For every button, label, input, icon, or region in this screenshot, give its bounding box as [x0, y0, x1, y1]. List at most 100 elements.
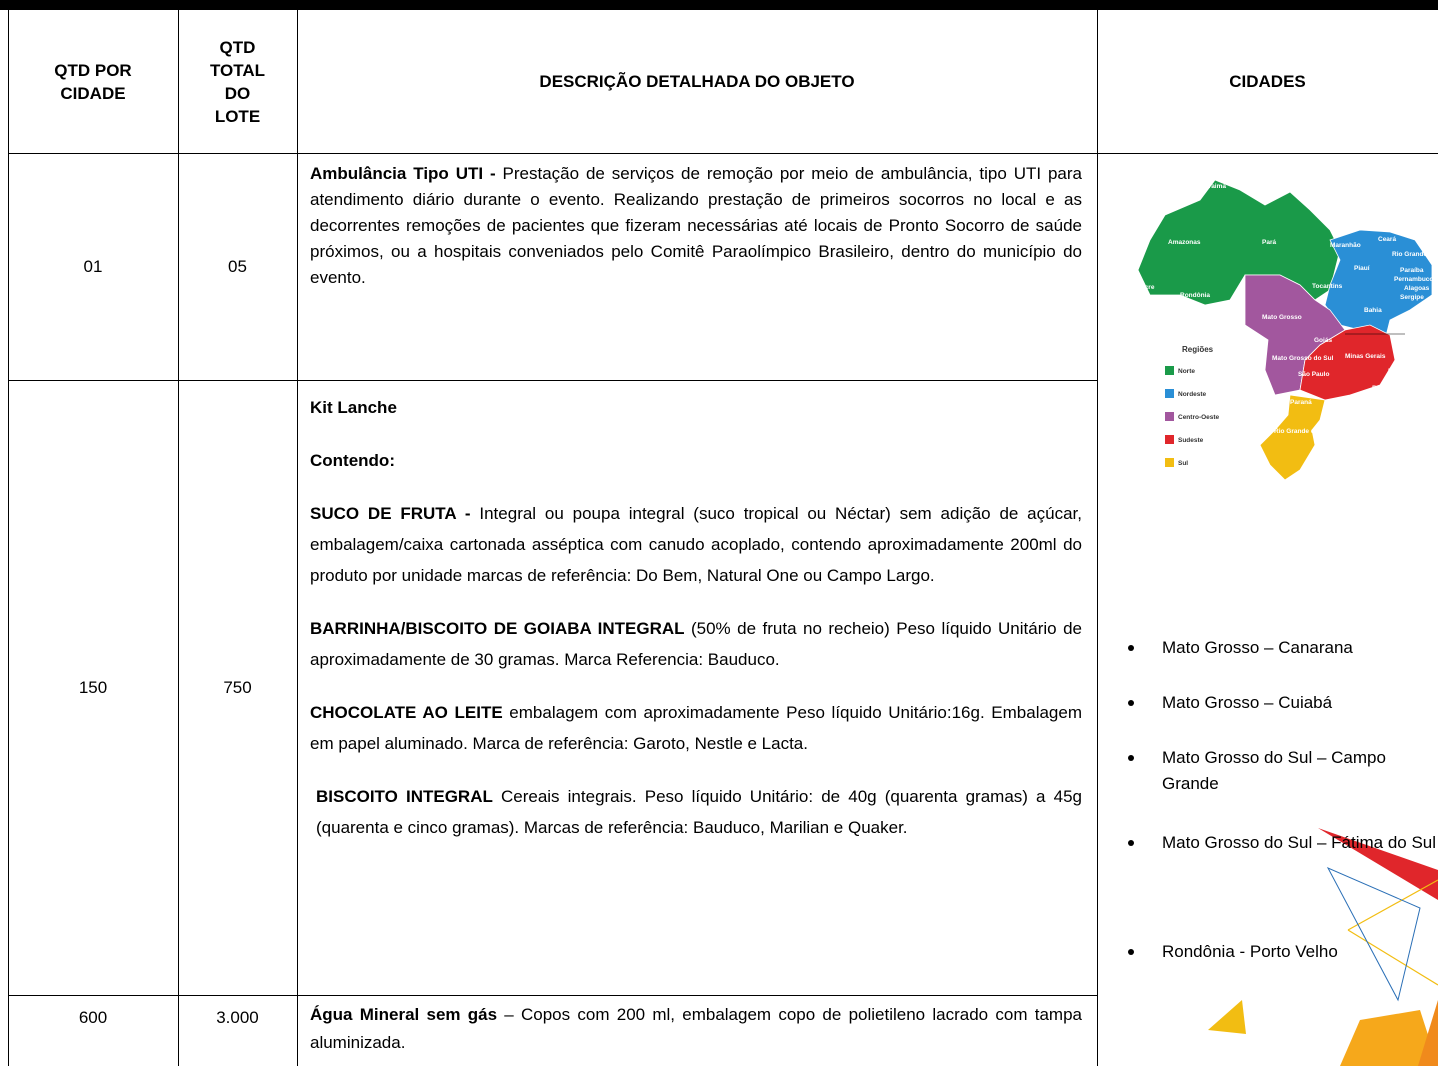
table-border: [8, 995, 1098, 996]
description-paragraph: BARRINHA/BISCOITO DE GOIABA INTEGRAL (50…: [310, 613, 1082, 675]
legend-swatch: [1165, 366, 1174, 375]
quantity-cell: 150: [78, 677, 108, 697]
bold-text: Água Mineral sem gás: [310, 1005, 498, 1024]
state-label: Maranhão: [1330, 242, 1361, 249]
table-border: [8, 10, 9, 1066]
state-label: Roraima: [1200, 183, 1226, 190]
header-text: CIDADE: [60, 83, 126, 103]
legend-swatch: [1165, 458, 1174, 467]
legend-label: Sul: [1178, 460, 1188, 467]
state-label: Santa Catarina: [1330, 419, 1376, 426]
state-label: Rio Grande do Norte: [1392, 251, 1438, 258]
region-sul: [1259, 394, 1326, 481]
text: Prestação de serviços de remoção por mei…: [310, 164, 1083, 287]
state-label: Mato Grosso: [1262, 314, 1302, 321]
table-border: [297, 10, 298, 1066]
description-paragraph: Água Mineral sem gás – Copos com 200 ml,…: [310, 1001, 1082, 1057]
state-label: Alagoas: [1404, 285, 1430, 292]
text: (50% de fruta no recheio) Peso líquido U…: [310, 619, 1082, 669]
decor-shape: [1208, 1000, 1246, 1034]
state-label: Espírito Santo: [1388, 368, 1432, 375]
quantity-cell: 750: [223, 677, 252, 697]
city-item: Mato Grosso do Sul – Campo Grande: [1128, 745, 1438, 797]
legend-label: Centro-Oeste: [1178, 414, 1220, 421]
header-text: QTD: [219, 37, 256, 57]
region-sudeste: [1299, 324, 1396, 401]
description-paragraph: Kit Lanche: [310, 392, 1082, 423]
quantity-cell: 600: [78, 1008, 108, 1027]
header-cell: QTD POR CIDADE: [8, 10, 178, 153]
city-item: Mato Grosso – Cuiabá: [1128, 690, 1438, 716]
bold-text: SUCO DE FRUTA -: [310, 504, 471, 523]
decor-line: [1347, 929, 1438, 986]
city-item: Rondônia - Porto Velho: [1128, 939, 1438, 965]
state-label: São Paulo: [1298, 371, 1329, 378]
legend-title: Regiões: [1182, 345, 1214, 354]
brazil-map: Roraima Amapá Amazonas Pará Maranhão Ceará Rio…: [1137, 179, 1438, 481]
header-text: TOTAL: [209, 60, 266, 80]
legend-swatch: [1165, 435, 1174, 444]
quantity-cell: 05: [228, 256, 247, 276]
description-cell: Água Mineral sem gás – Copos com 200 ml,…: [310, 1001, 1082, 1057]
state-label: Piauí: [1354, 265, 1370, 272]
state-label: Rondônia: [1180, 292, 1210, 299]
bold-text: CHOCOLATE AO LEITE: [310, 703, 503, 722]
state-label: Pernambuco: [1394, 276, 1433, 283]
legend-swatch: [1165, 412, 1174, 421]
state-label: Sergipe: [1400, 294, 1424, 301]
header-cell: QTD TOTAL DO LOTE: [178, 10, 297, 153]
state-label: Mato Grosso do Sul: [1272, 355, 1334, 362]
legend-label: Nordeste: [1178, 391, 1207, 398]
header-text: DESCRIÇÃO DETALHADA DO OBJETO: [539, 72, 855, 91]
bold-text: Ambulância Tipo UTI -: [310, 164, 496, 183]
legend-label: Norte: [1178, 368, 1195, 375]
table-border: [178, 10, 179, 1066]
text: Cereais integrais. Peso líquido Unitário…: [316, 787, 1082, 837]
state-label: Ceará: [1378, 236, 1396, 243]
legend-label: Sudeste: [1178, 437, 1204, 444]
quantity-cell: 01: [83, 256, 103, 276]
state-label: Amazonas: [1168, 239, 1201, 246]
header-text: QTD POR: [54, 60, 132, 80]
description-cell: Kit Lanche Contendo: SUCO DE FRUTA - Integ…: [310, 392, 1082, 865]
description-paragraph: SUCO DE FRUTA - Integral ou poupa integr…: [310, 498, 1082, 591]
table-border: [8, 153, 1438, 154]
decor-shape: [1340, 1010, 1438, 1066]
state-label: Goiás: [1314, 337, 1332, 344]
bold-text: BISCOITO INTEGRAL: [316, 787, 493, 806]
city-item: Mato Grosso do Sul – Fátima do Sul: [1128, 830, 1438, 856]
state-label: Distrito Federal: [1395, 335, 1438, 342]
decor-shape: [1418, 1000, 1438, 1066]
text: embalagem com aproximadamente Peso líqui…: [310, 703, 1082, 753]
text: Integral ou poupa integral (suco tropica…: [310, 504, 1082, 585]
bold-text: BARRINHA/BISCOITO DE GOIABA INTEGRAL: [310, 619, 685, 638]
table-border: [1097, 10, 1098, 1066]
city-item: Mato Grosso – Canarana: [1128, 635, 1438, 661]
state-label: Rio de Janeiro: [1372, 385, 1417, 392]
header-text: DO: [224, 83, 251, 103]
state-label: Acre: [1140, 284, 1155, 291]
state-label: Minas Gerais: [1345, 353, 1386, 360]
header-text: CIDADES: [1229, 72, 1306, 91]
header-cell: CIDADES: [1097, 10, 1438, 153]
quantity-cell: 3.000: [216, 1008, 259, 1027]
state-label: Tocantins: [1312, 283, 1343, 290]
header-cell: DESCRIÇÃO DETALHADA DO OBJETO: [297, 10, 1097, 153]
state-label: Paraná: [1290, 399, 1312, 406]
legend-swatch: [1165, 389, 1174, 398]
state-label: Bahia: [1364, 307, 1382, 314]
description-paragraph: Ambulância Tipo UTI - Prestação de servi…: [310, 161, 1082, 291]
description-cell: Ambulância Tipo UTI - Prestação de servi…: [310, 161, 1082, 291]
bold-text: Kit Lanche: [310, 398, 397, 417]
table-border: [8, 380, 1098, 381]
description-paragraph: CHOCOLATE AO LEITE embalagem com aproxim…: [310, 697, 1082, 759]
state-label: Paraíba: [1400, 267, 1424, 274]
description-paragraph: Contendo:: [310, 445, 1082, 476]
state-label: Pará: [1262, 239, 1276, 246]
bold-text: Contendo:: [310, 451, 395, 470]
state-label: Amapá: [1298, 194, 1320, 201]
region-nordeste: [1324, 229, 1433, 341]
